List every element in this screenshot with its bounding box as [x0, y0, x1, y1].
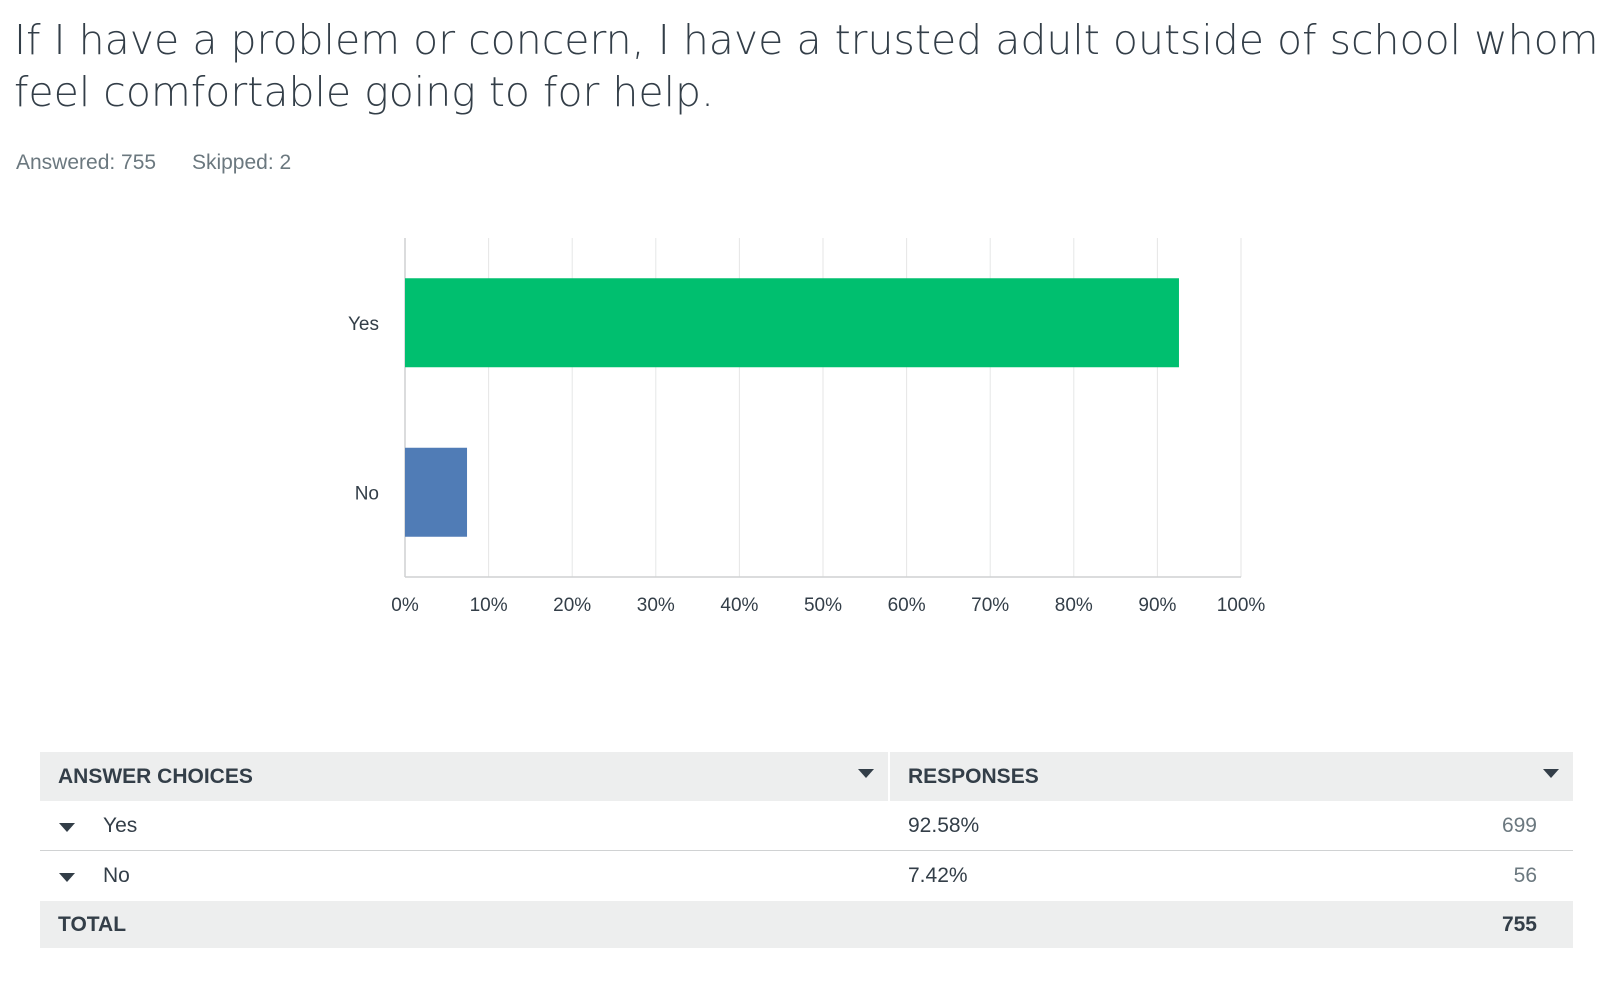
total-count: 755: [1501, 912, 1537, 936]
x-tick-label: 40%: [720, 595, 758, 616]
choice-cell: Yes: [40, 814, 890, 838]
answered-count: Answered: 755: [16, 151, 157, 174]
table-row: No 7.42% 56: [40, 851, 1573, 901]
bar-chart: 0% 10% 20% 30% 40% 50% 60% 70% 80% 90% 100% Yes No: [348, 238, 1266, 616]
x-tick-label: 80%: [1055, 595, 1093, 616]
skipped-count: Skipped: 2: [191, 151, 292, 174]
y-category-label: No: [355, 483, 379, 504]
table-header: ANSWER CHOICES RESPONSES: [40, 752, 1573, 801]
expand-caret-down-icon[interactable]: [59, 822, 75, 832]
x-tick-label: 60%: [888, 595, 926, 616]
response-count: 56: [1513, 864, 1537, 887]
x-tick-label: 70%: [971, 595, 1009, 616]
question-title: If I have a problem or concern, I have a…: [14, 14, 1600, 118]
header-responses[interactable]: RESPONSES: [890, 752, 1573, 801]
response-percent: 7.42%: [908, 864, 968, 887]
header-answer-choices-label: ANSWER CHOICES: [58, 764, 253, 788]
summary-table: ANSWER CHOICES RESPONSES Yes 92.58% 699 …: [40, 752, 1573, 948]
response-stats: Answered: 755 Skipped: 2: [16, 151, 321, 175]
question-title-line-1: If I have a problem or concern, I have a…: [14, 16, 1600, 64]
x-tick-label: 20%: [553, 595, 591, 616]
table-row: Yes 92.58% 699: [40, 801, 1573, 851]
total-label: TOTAL: [58, 912, 127, 936]
bar-yes: [405, 278, 1179, 368]
x-tick-label: 90%: [1138, 595, 1176, 616]
header-answer-choices[interactable]: ANSWER CHOICES: [40, 752, 888, 801]
sort-caret-down-icon[interactable]: [858, 769, 874, 778]
response-percent: 92.58%: [908, 813, 980, 837]
x-tick-label: 50%: [804, 595, 842, 616]
response-count: 699: [1501, 813, 1537, 837]
choice-label: No: [103, 864, 130, 887]
bar-no: [405, 447, 468, 537]
expand-caret-down-icon[interactable]: [59, 873, 75, 882]
choice-label: Yes: [103, 813, 138, 837]
question-title-line-2: feel comfortable going to for help.: [14, 68, 715, 116]
total-row: TOTAL 755: [40, 901, 1573, 948]
x-tick-label: 100%: [1217, 595, 1266, 616]
sort-caret-down-icon[interactable]: [1543, 769, 1559, 778]
y-category-label: Yes: [348, 314, 379, 335]
choice-cell: No: [40, 864, 890, 888]
x-tick-label: 30%: [637, 595, 675, 616]
x-tick-label: 10%: [470, 595, 508, 616]
x-tick-label: 0%: [391, 595, 419, 616]
header-responses-label: RESPONSES: [908, 764, 1039, 788]
